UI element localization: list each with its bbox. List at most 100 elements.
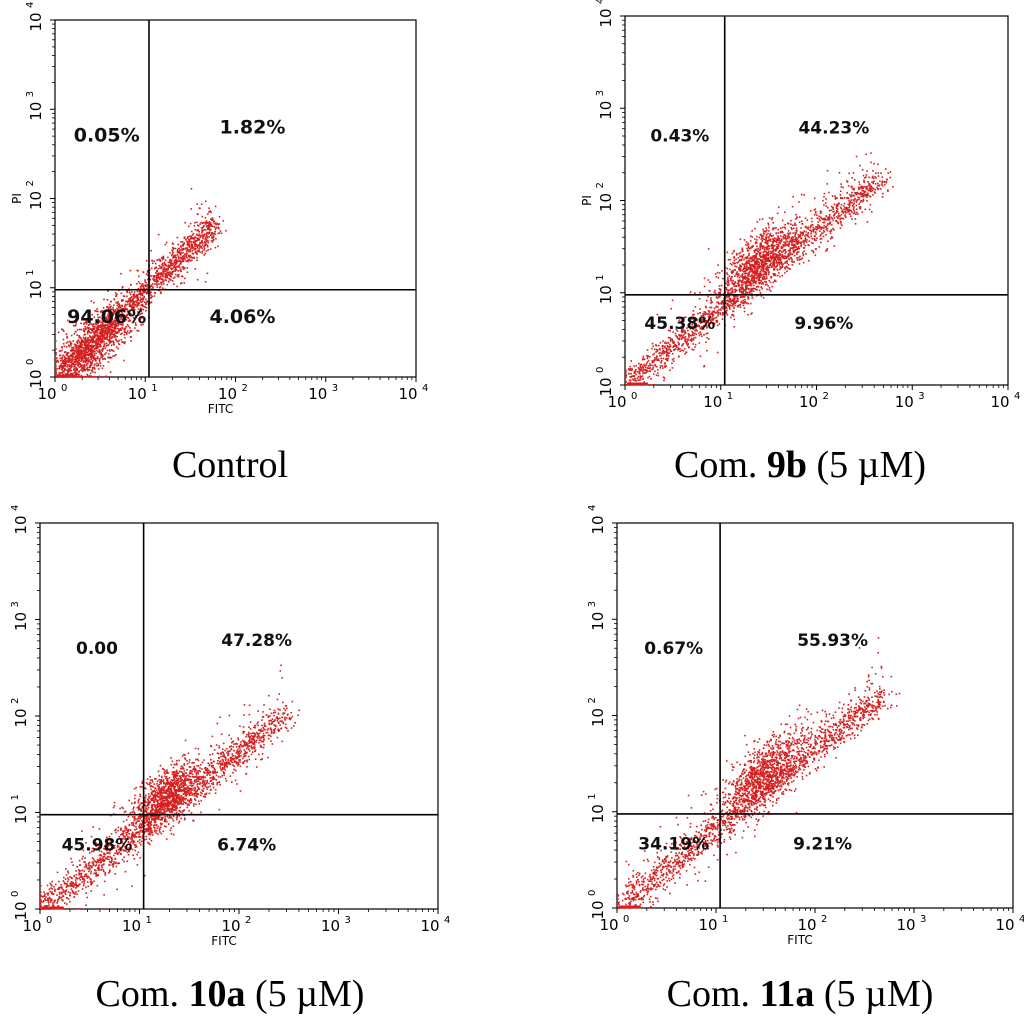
event-dot bbox=[686, 341, 688, 343]
event-dot bbox=[851, 191, 853, 194]
event-dot bbox=[124, 337, 126, 339]
event-dot bbox=[770, 244, 772, 247]
event-dot bbox=[789, 247, 792, 249]
event-dot bbox=[710, 319, 712, 321]
event-dot bbox=[63, 345, 66, 348]
event-dot bbox=[800, 245, 802, 248]
event-dot bbox=[839, 190, 842, 192]
event-dot bbox=[677, 347, 680, 349]
event-dot bbox=[83, 328, 85, 330]
event-dot bbox=[840, 186, 843, 188]
event-dot bbox=[781, 219, 784, 222]
event-dot bbox=[792, 261, 794, 263]
event-dot bbox=[80, 328, 83, 331]
event-dot bbox=[175, 259, 178, 262]
event-dot bbox=[816, 237, 818, 239]
event-dot bbox=[80, 365, 82, 368]
event-dot bbox=[102, 328, 104, 331]
event-dot bbox=[173, 260, 176, 263]
event-dot bbox=[698, 334, 701, 337]
event-dot bbox=[651, 360, 654, 362]
event-dot bbox=[181, 247, 184, 250]
event-dot bbox=[83, 318, 85, 320]
event-dot bbox=[784, 249, 786, 252]
event-dot bbox=[734, 291, 736, 293]
event-dot bbox=[90, 363, 93, 365]
y-tick-label-group: 101 bbox=[25, 269, 45, 299]
event-dot bbox=[108, 325, 111, 328]
event-dot bbox=[169, 272, 172, 275]
event-dot bbox=[855, 193, 857, 196]
event-dot bbox=[654, 365, 657, 367]
event-dot bbox=[70, 361, 73, 363]
event-dot bbox=[766, 288, 768, 291]
event-dot bbox=[127, 325, 130, 328]
event-dot bbox=[169, 258, 171, 261]
event-dot bbox=[798, 201, 800, 203]
event-dot bbox=[88, 369, 91, 371]
event-dot bbox=[211, 236, 213, 238]
event-dot bbox=[78, 336, 81, 339]
event-dot bbox=[146, 274, 149, 276]
event-dot bbox=[97, 357, 99, 360]
event-dot bbox=[152, 286, 154, 288]
event-dot bbox=[66, 372, 69, 374]
event-dot bbox=[74, 361, 77, 363]
event-dot bbox=[749, 275, 752, 277]
event-dot bbox=[142, 308, 145, 311]
event-dot bbox=[726, 307, 728, 309]
event-dot bbox=[774, 257, 777, 260]
event-dot bbox=[106, 320, 108, 323]
event-dot bbox=[106, 299, 109, 301]
event-dot bbox=[106, 336, 109, 339]
event-dot bbox=[691, 348, 693, 351]
event-dot bbox=[730, 276, 733, 279]
event-dot bbox=[69, 368, 71, 370]
event-dot bbox=[726, 296, 729, 298]
event-dot bbox=[137, 295, 139, 297]
event-dot bbox=[161, 278, 164, 280]
event-dot bbox=[214, 230, 216, 233]
event-dot bbox=[124, 303, 127, 306]
event-dot bbox=[108, 312, 110, 315]
event-dot bbox=[693, 337, 695, 339]
event-dot bbox=[695, 318, 697, 320]
event-dot bbox=[744, 263, 746, 265]
event-dot bbox=[780, 235, 782, 237]
event-dot bbox=[664, 358, 667, 360]
event-dot bbox=[181, 249, 184, 251]
event-dot bbox=[142, 323, 144, 326]
event-dot bbox=[80, 346, 82, 348]
event-dot bbox=[742, 270, 745, 273]
event-dot bbox=[717, 313, 719, 315]
event-dot bbox=[155, 266, 157, 268]
event-dot bbox=[77, 353, 80, 356]
event-dot bbox=[103, 343, 106, 345]
event-dot bbox=[860, 200, 863, 202]
event-dot bbox=[674, 332, 677, 335]
event-dot bbox=[815, 226, 817, 228]
event-dot bbox=[770, 258, 773, 260]
event-dot bbox=[116, 332, 119, 334]
event-dot bbox=[791, 241, 793, 244]
event-dot bbox=[738, 252, 740, 255]
event-dot bbox=[705, 341, 707, 343]
event-dot bbox=[115, 317, 118, 319]
event-dot bbox=[175, 269, 178, 271]
event-dot bbox=[215, 223, 217, 226]
event-dot bbox=[116, 309, 119, 311]
event-dot bbox=[824, 218, 826, 221]
event-dot bbox=[112, 314, 114, 317]
event-dot bbox=[806, 227, 808, 229]
event-dot bbox=[887, 190, 889, 192]
event-dot bbox=[108, 306, 110, 309]
event-dot bbox=[825, 234, 827, 236]
event-dot bbox=[162, 274, 164, 276]
event-dot bbox=[85, 351, 87, 354]
event-dot bbox=[94, 325, 96, 328]
event-dot bbox=[883, 181, 885, 183]
event-dot bbox=[173, 264, 176, 267]
event-dot bbox=[768, 287, 771, 289]
event-dot bbox=[776, 212, 779, 215]
event-dot bbox=[172, 252, 174, 254]
